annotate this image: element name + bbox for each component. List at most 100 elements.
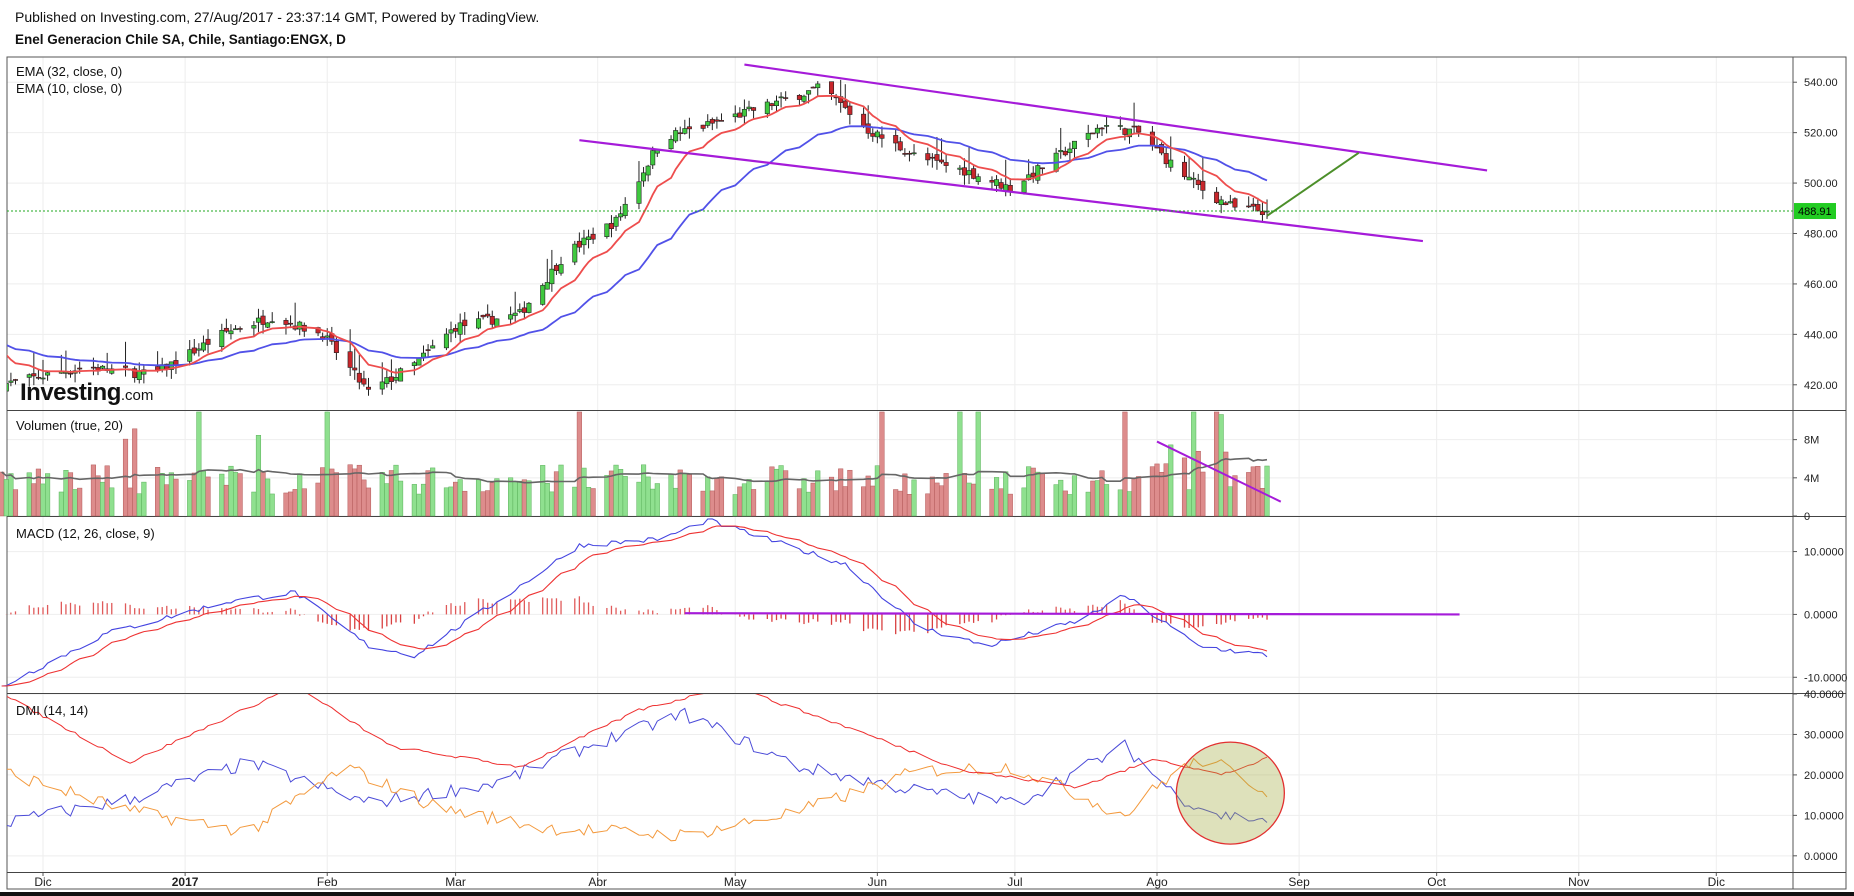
volume-bar [260, 472, 266, 517]
last-price-value: 488.91 [1798, 206, 1832, 218]
candle-body [1232, 198, 1238, 208]
ema32-label: EMA (32, close, 0) [16, 64, 123, 79]
volume-bar [301, 488, 307, 517]
candle-body [1104, 125, 1110, 127]
candle-body [957, 167, 963, 170]
volume-bar [517, 480, 523, 517]
volume-bar [1003, 471, 1009, 517]
volume-bar [906, 494, 912, 517]
macd-zero-trendline [684, 612, 1460, 616]
y-axis-labels: 540.00 520.00 500.00 480.00 460.00 440.00 420.… [1793, 77, 1847, 863]
y-tick-label: 20.0000 [1804, 770, 1844, 782]
last-price-tag-bg [1794, 203, 1836, 220]
volume-label: Volumen (true, 20) [16, 418, 123, 433]
projection-line [1266, 151, 1360, 217]
candle-body [508, 314, 514, 320]
volume-bar [168, 472, 174, 517]
candle-body [613, 216, 619, 227]
volume-bar [255, 435, 262, 517]
volume-bar [585, 487, 592, 517]
volume-bar [998, 488, 1004, 517]
volume-bar [67, 472, 74, 517]
volume-bar [1053, 484, 1059, 517]
volume-bar [911, 479, 917, 517]
candle-body [925, 153, 931, 161]
volume-bar [934, 482, 940, 517]
candle-body [365, 386, 371, 390]
candle-body [668, 138, 674, 150]
candle-body [1071, 140, 1077, 149]
volume-bar [1136, 476, 1142, 517]
candle-body [283, 320, 289, 325]
candle-body [1026, 174, 1032, 181]
candle-body [861, 113, 867, 127]
candle-body [494, 318, 500, 327]
candle-body [961, 167, 967, 176]
volume-bar [512, 481, 518, 517]
volume-bar [159, 473, 165, 517]
candle-body [773, 100, 779, 107]
published-credit: Published on Investing.com, 27/Aug/2017 … [15, 9, 540, 25]
volume-bar [1122, 411, 1128, 517]
candle-body [741, 109, 747, 117]
candle-body [966, 170, 972, 176]
volume-bar [521, 479, 527, 517]
volume-bar [769, 466, 775, 517]
volume-bar [333, 472, 339, 517]
candle-body [379, 381, 385, 390]
candle-body [269, 321, 275, 323]
y-tick-label: 4M [1804, 473, 1819, 485]
volume-bar [393, 464, 399, 517]
volume-bar [443, 487, 449, 517]
candle-body [388, 376, 394, 382]
panel-frames [0, 56, 1854, 896]
volume-bar [975, 411, 981, 517]
volume-bar [636, 481, 642, 517]
volume-bar [833, 490, 839, 517]
volume-bar [1090, 480, 1096, 517]
candle-body [897, 141, 903, 151]
volume-bar [122, 438, 129, 517]
volume-bar [677, 469, 683, 517]
volume-bar [1186, 489, 1192, 517]
x-tick-label: Ago [1146, 875, 1168, 889]
volume-bar [141, 481, 147, 517]
candle-body [806, 90, 812, 95]
volume-bar [1058, 479, 1064, 517]
candle-body [572, 243, 578, 263]
candle-body [1186, 176, 1192, 181]
dmi-highlight-ellipse [1175, 741, 1285, 845]
candle-body [1149, 131, 1155, 146]
adx-line [7, 694, 1268, 789]
candle-body [636, 181, 642, 204]
candle-body [865, 123, 871, 134]
candle-body [356, 372, 362, 383]
candle-body [265, 322, 271, 328]
volume-bar [806, 491, 812, 517]
volume-bar [581, 467, 587, 517]
volume-bar [485, 490, 491, 517]
candle-body [517, 309, 523, 312]
volume-bar [847, 469, 853, 517]
candle-body [1067, 148, 1073, 153]
volume-bar [540, 465, 546, 517]
y-tick-label: 40.0000 [1804, 689, 1844, 701]
candle-body [714, 119, 720, 122]
candle-body [608, 222, 614, 229]
candle-body [453, 328, 459, 332]
candle-body [77, 367, 83, 370]
volume-bar [269, 493, 275, 517]
volume-bar [430, 467, 436, 517]
candle-body [829, 81, 835, 95]
outer-frame [6, 56, 1847, 890]
candle-body [732, 113, 738, 118]
volume-bar [457, 479, 463, 517]
volume-bar [929, 476, 935, 517]
candle-body [682, 128, 688, 134]
candle-body [26, 374, 32, 378]
candle-body [934, 154, 940, 161]
volume-bar [283, 492, 289, 517]
volume-bar [608, 470, 615, 517]
